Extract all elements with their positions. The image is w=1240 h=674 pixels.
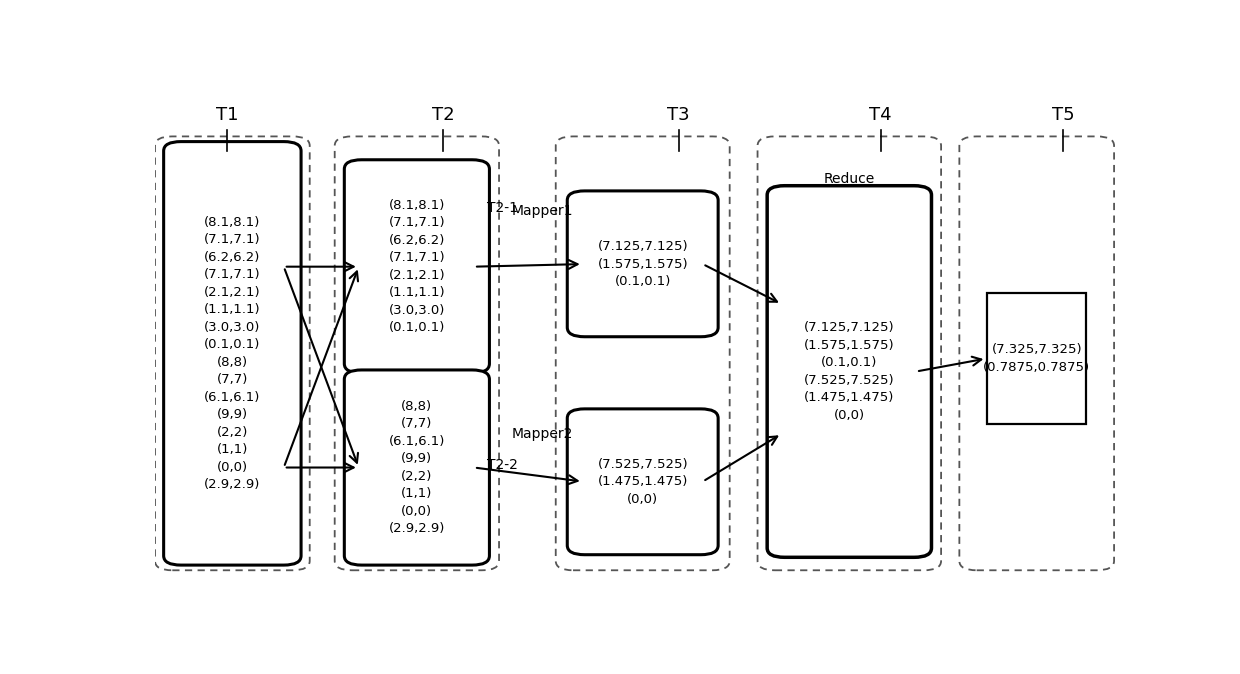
FancyBboxPatch shape [987,293,1086,425]
Text: T4: T4 [869,106,892,123]
Text: T2-2: T2-2 [486,458,517,472]
Text: T1: T1 [216,106,238,123]
FancyBboxPatch shape [335,136,498,570]
FancyBboxPatch shape [758,136,941,570]
Text: (7.125,7.125)
(1.575,1.575)
(0.1,0.1)
(7.525,7.525)
(1.475,1.475)
(0,0): (7.125,7.125) (1.575,1.575) (0.1,0.1) (7… [804,321,894,422]
FancyBboxPatch shape [155,136,310,570]
Text: (8.1,8.1)
(7.1,7.1)
(6.2,6.2)
(7.1,7.1)
(2.1,2.1)
(1.1,1.1)
(3.0,3.0)
(0.1,0.1)
: (8.1,8.1) (7.1,7.1) (6.2,6.2) (7.1,7.1) … [205,216,260,491]
Text: (8.1,8.1)
(7.1,7.1)
(6.2,6.2)
(7.1,7.1)
(2.1,2.1)
(1.1,1.1)
(3.0,3.0)
(0.1,0.1): (8.1,8.1) (7.1,7.1) (6.2,6.2) (7.1,7.1) … [388,199,445,334]
Text: T3: T3 [667,106,689,123]
Text: (8,8)
(7,7)
(6.1,6.1)
(9,9)
(2,2)
(1,1)
(0,0)
(2.9,2.9): (8,8) (7,7) (6.1,6.1) (9,9) (2,2) (1,1) … [388,400,445,535]
FancyBboxPatch shape [345,160,490,373]
FancyBboxPatch shape [556,136,729,570]
FancyBboxPatch shape [567,409,718,555]
Text: Mapper2: Mapper2 [512,427,573,441]
Text: (7.525,7.525)
(1.475,1.475)
(0,0): (7.525,7.525) (1.475,1.475) (0,0) [598,458,688,506]
Text: T2: T2 [432,106,455,123]
FancyBboxPatch shape [567,191,718,337]
Text: T5: T5 [1052,106,1074,123]
Text: (7.125,7.125)
(1.575,1.575)
(0.1,0.1): (7.125,7.125) (1.575,1.575) (0.1,0.1) [598,240,688,288]
Text: T2-1: T2-1 [486,201,517,215]
Text: Mapper1: Mapper1 [512,204,573,218]
Text: Reduce: Reduce [823,173,875,187]
FancyBboxPatch shape [960,136,1114,570]
FancyBboxPatch shape [768,186,931,557]
Text: (7.325,7.325)
(0.7875,0.7875): (7.325,7.325) (0.7875,0.7875) [983,343,1090,374]
FancyBboxPatch shape [164,142,301,565]
FancyBboxPatch shape [345,370,490,565]
